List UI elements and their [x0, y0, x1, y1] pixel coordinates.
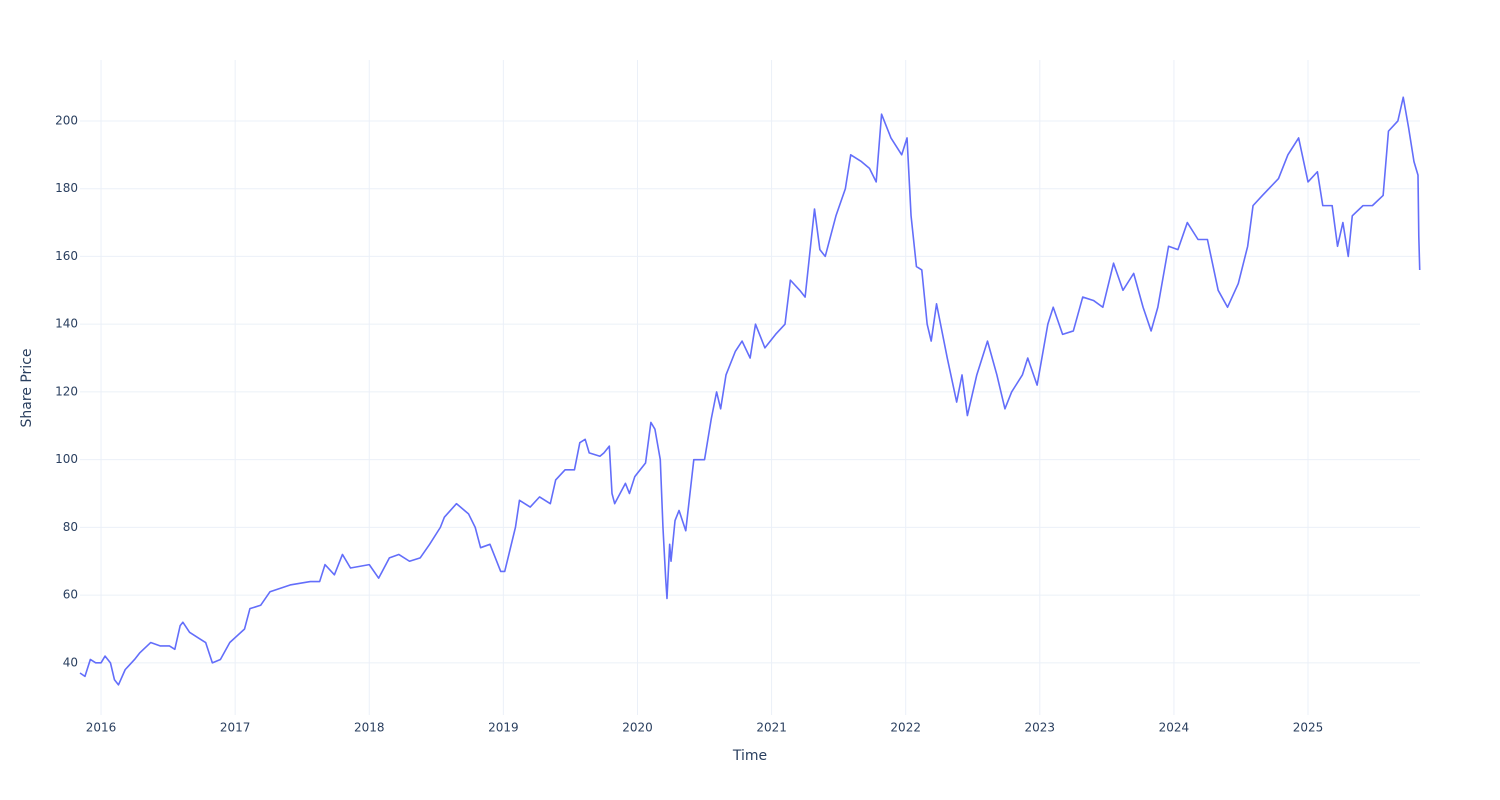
y-tick-label: 140 — [55, 317, 78, 331]
x-tick-label: 2016 — [86, 721, 117, 735]
x-tick-label: 2021 — [756, 721, 787, 735]
y-tick-label: 80 — [63, 520, 78, 534]
x-axis-title: Time — [732, 748, 767, 764]
y-tick-label: 60 — [63, 588, 78, 602]
y-tick-label: 40 — [63, 655, 78, 669]
x-tick-label: 2025 — [1293, 721, 1324, 735]
x-tick-label: 2023 — [1025, 721, 1056, 735]
y-tick-label: 120 — [55, 384, 78, 398]
x-tick-label: 2018 — [354, 721, 385, 735]
y-tick-label: 200 — [55, 113, 78, 127]
y-axis-title: Share Price — [19, 348, 35, 427]
x-tick-label: 2024 — [1159, 721, 1190, 735]
y-tick-label: 160 — [55, 249, 78, 263]
y-tick-label: 180 — [55, 181, 78, 195]
x-tick-label: 2017 — [220, 721, 251, 735]
line-series — [79, 96, 1421, 686]
x-tick-label: 2020 — [622, 721, 653, 735]
x-tick-label: 2022 — [890, 721, 921, 735]
y-tick-label: 100 — [55, 452, 78, 466]
x-tick-label: 2019 — [488, 721, 519, 735]
